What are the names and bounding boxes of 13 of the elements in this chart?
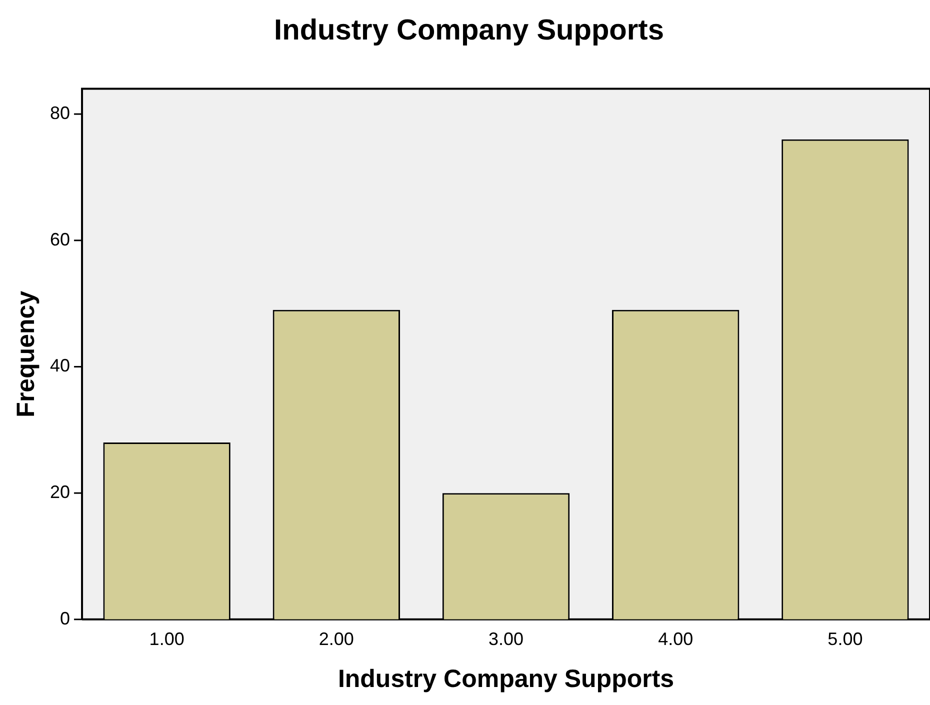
x-tick-label: 2.00	[318, 629, 354, 650]
y-axis-title: Frequency	[12, 290, 40, 418]
x-tick-label: 3.00	[488, 629, 524, 650]
x-tick-label: 4.00	[658, 629, 694, 650]
y-tick-label: 80	[50, 103, 70, 124]
y-tick-label: 40	[50, 356, 70, 376]
y-tick-label: 60	[50, 229, 70, 250]
x-tick-label: 1.00	[149, 629, 184, 650]
x-axis-title: Industry Company Supports	[338, 664, 674, 693]
chart-title: Industry Company Supports	[274, 14, 664, 46]
x-tick-label: 5.00	[828, 629, 863, 650]
y-tick-label: 20	[50, 482, 70, 502]
y-tick-label: 0	[60, 608, 70, 628]
